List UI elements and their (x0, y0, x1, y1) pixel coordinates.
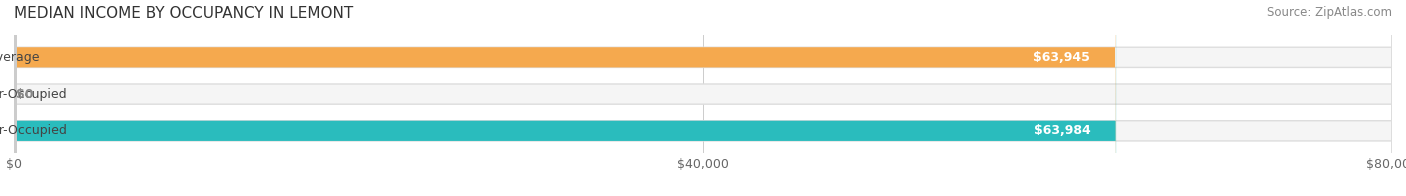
Text: Source: ZipAtlas.com: Source: ZipAtlas.com (1267, 6, 1392, 19)
FancyBboxPatch shape (14, 0, 1115, 196)
Text: Owner-Occupied: Owner-Occupied (0, 124, 67, 137)
Text: $63,984: $63,984 (1033, 124, 1090, 137)
Text: $63,945: $63,945 (1032, 51, 1090, 64)
Text: Average: Average (0, 51, 41, 64)
FancyBboxPatch shape (14, 0, 1392, 196)
Text: Renter-Occupied: Renter-Occupied (0, 88, 67, 101)
FancyBboxPatch shape (14, 0, 1392, 196)
FancyBboxPatch shape (14, 0, 1392, 196)
FancyBboxPatch shape (14, 0, 15, 196)
Text: $0: $0 (17, 88, 34, 101)
FancyBboxPatch shape (14, 0, 1116, 196)
FancyBboxPatch shape (14, 0, 15, 196)
FancyBboxPatch shape (14, 0, 15, 196)
Text: MEDIAN INCOME BY OCCUPANCY IN LEMONT: MEDIAN INCOME BY OCCUPANCY IN LEMONT (14, 6, 353, 21)
